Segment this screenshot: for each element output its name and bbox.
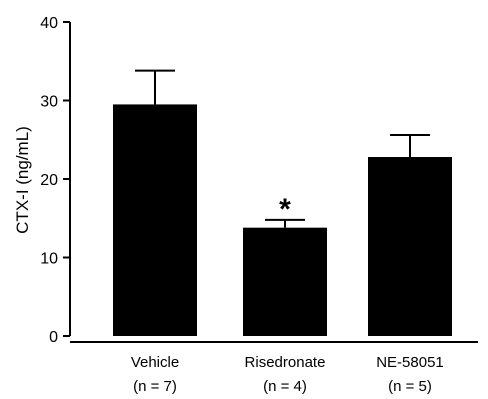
x-tick-label: Risedronate — [245, 354, 326, 371]
bar — [113, 104, 197, 336]
x-tick-sublabel: (n = 5) — [388, 378, 432, 395]
x-tick-label: Vehicle — [131, 354, 179, 371]
bar — [368, 157, 452, 336]
y-tick-label: 20 — [40, 172, 58, 189]
x-tick-label: NE-58051 — [376, 354, 444, 371]
y-tick-label: 0 — [49, 329, 58, 346]
y-axis-title: CTX-I (ng/mL) — [13, 126, 32, 234]
y-tick-label: 30 — [40, 94, 58, 111]
bar — [243, 227, 327, 336]
x-tick-sublabel: (n = 4) — [263, 378, 307, 395]
chart-marks: 0 10 20 30 40 Vehicle (n = 7) Risedronate (n = 4… — [40, 15, 478, 395]
y-tick-label: 40 — [40, 15, 58, 32]
significance-annotation: * — [279, 193, 291, 226]
y-tick-label: 10 — [40, 251, 58, 268]
x-tick-sublabel: (n = 7) — [133, 378, 177, 395]
